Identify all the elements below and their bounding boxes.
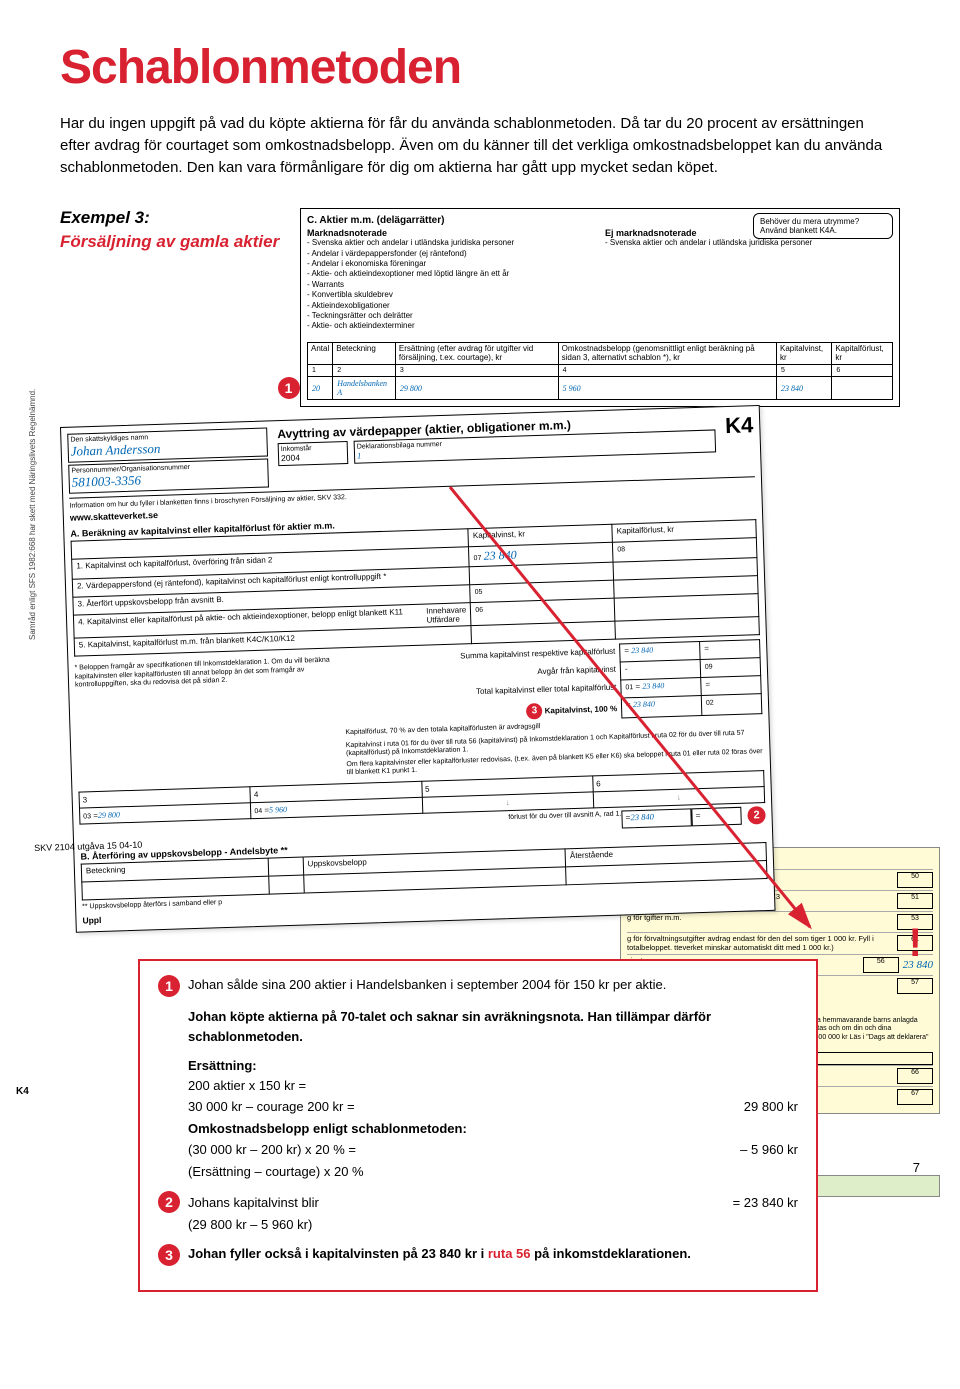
intro-text: Har du ingen uppgift på vad du köpte akt… (60, 113, 890, 178)
page-title: Schablonmetoden (60, 40, 900, 95)
kv100-label: Kapitalvinst, 100 % (545, 704, 618, 715)
omk-l1: (30 000 kr – 200 kr) x 20 % = (188, 1140, 356, 1160)
k4-sum-table: Summa kapitalvinst respektive kapitalför… (343, 640, 762, 728)
badge-3-inline: 3 (526, 703, 542, 719)
ers-l1: 200 aktier x 150 kr = (188, 1076, 798, 1096)
cell-ersattning: 29 800 (395, 377, 558, 400)
omk-l2: (Ersättning – courtage) x 20 % (188, 1162, 798, 1182)
box02: 02 (706, 700, 714, 707)
omk-v: – 5 960 kr (740, 1140, 798, 1160)
n2b: (29 800 kr – 5 960 kr) (188, 1215, 798, 1235)
n3a: Johan fyller också i kapitalvinsten på 2… (188, 1246, 488, 1261)
callout-bold1: Johan köpte aktierna på 70-talet och sak… (188, 1009, 711, 1044)
exclamation-icon: ! (909, 921, 922, 966)
v04: 5 960 (269, 805, 287, 815)
marknadsnoterade-head: Marknadsnoterade (307, 228, 595, 238)
callout-box: 1 Johan sålde sina 200 aktier i Handelsba… (138, 959, 818, 1292)
n3c: på inkomstdeklarationen. (531, 1246, 691, 1261)
badge-3b: 3 (158, 1244, 180, 1266)
sum3-val: 23 840 (642, 682, 664, 692)
ers-v: 29 800 kr (744, 1097, 798, 1117)
n2v: = 23 840 kr (733, 1193, 798, 1213)
omk-title: Omkostnadsbelopp enligt schablonmetoden: (188, 1121, 467, 1136)
badge-2b: 2 (158, 1191, 180, 1213)
n3b: ruta 56 (488, 1246, 531, 1261)
box01: 01 (625, 685, 633, 692)
ej-marknadsnoterade-item: - Svenska aktier och andelar i utländska… (605, 238, 893, 248)
cell-vinst: 23 840 (777, 377, 832, 400)
k4-badge: K4 (725, 413, 754, 440)
utfardare: Utfärdare (426, 615, 460, 625)
n2: Johans kapitalvinst blir (188, 1193, 319, 1213)
section-c-table: AntalBeteckningErsättning (efter avdrag … (307, 342, 893, 401)
box07: 07 (474, 556, 482, 563)
badge-2-inline: 2 (747, 807, 766, 826)
sum1-val: 23 840 (631, 646, 653, 656)
k4-form: Den skattskyldiges namn Johan Andersson … (60, 405, 776, 932)
k4-table-a: Kapitalvinst, krKapitalförlust, kr 1. Ka… (71, 520, 760, 657)
ers-l2: 30 000 kr – courage 200 kr = (188, 1097, 355, 1117)
cell-omkostnad: 5 960 (558, 377, 776, 400)
example-subtitle: Försäljning av gamla aktier (60, 232, 280, 252)
k4a-hint: Behöver du mera utrymme? Använd blankett… (753, 213, 893, 239)
section-c: Behöver du mera utrymme? Använd blankett… (300, 208, 900, 407)
marknadsnoterade-list: - Svenska aktier och andelar i utländska… (307, 238, 595, 332)
box04: 04 (254, 808, 262, 815)
cell-forlust (832, 377, 893, 400)
cell-beteckning: Handelsbanken A (333, 377, 396, 400)
row1-kv: 23 840 (483, 548, 516, 563)
cell-antal: 20 (312, 384, 320, 393)
example-label: Exempel 3: (60, 208, 280, 228)
side-text: Samråd enligt SFS 1982:668 har skett med… (28, 389, 37, 640)
box03: 03 (83, 813, 91, 820)
badge-1: 1 (278, 377, 300, 399)
badge-1b: 1 (158, 975, 180, 997)
callout-1: Johan sålde sina 200 aktier i Handelsban… (188, 975, 798, 995)
k4-footnote: * Beloppen framgår av specifikationen ti… (74, 657, 338, 786)
box06: 06 (475, 608, 483, 615)
box08: 08 (617, 547, 625, 554)
page-number: 7 (913, 1160, 920, 1175)
box-66: 66 (897, 1068, 933, 1084)
kv100-val: 23 840 (633, 700, 655, 710)
k4-left-label: K4 (16, 1086, 29, 1097)
box09: 09 (705, 664, 713, 671)
box-67: 67 (897, 1089, 933, 1105)
avsnitt-a-val: 23 840 (630, 812, 654, 823)
v03: 29 800 (98, 810, 120, 820)
box05: 05 (475, 590, 483, 597)
year-value: 2004 (281, 451, 345, 463)
ers-title: Ersättning: (188, 1058, 257, 1073)
